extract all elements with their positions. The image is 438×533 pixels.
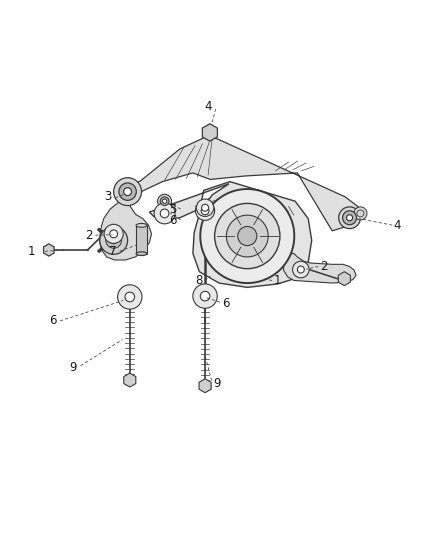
Text: 1: 1 [274, 274, 282, 287]
Circle shape [162, 199, 167, 204]
Text: 2: 2 [85, 229, 92, 241]
Circle shape [158, 194, 172, 208]
Polygon shape [99, 196, 152, 260]
Circle shape [346, 215, 353, 221]
Text: 6: 6 [222, 297, 229, 310]
Text: 8: 8 [196, 274, 203, 287]
Circle shape [193, 284, 217, 308]
Circle shape [104, 224, 123, 244]
Circle shape [117, 285, 142, 309]
Circle shape [124, 188, 131, 196]
Polygon shape [149, 182, 312, 287]
Text: 1: 1 [28, 245, 35, 258]
Text: 7: 7 [109, 245, 116, 258]
Circle shape [195, 201, 215, 220]
Circle shape [201, 204, 208, 211]
Polygon shape [202, 124, 217, 141]
Text: 5: 5 [170, 203, 177, 215]
Circle shape [160, 197, 169, 206]
Ellipse shape [136, 252, 147, 255]
Polygon shape [283, 254, 356, 283]
Text: 4: 4 [205, 100, 212, 113]
Circle shape [100, 227, 127, 254]
Polygon shape [124, 373, 136, 387]
Circle shape [200, 189, 294, 283]
Circle shape [200, 292, 210, 301]
Circle shape [110, 237, 117, 244]
Text: 6: 6 [49, 314, 57, 327]
Circle shape [119, 183, 136, 200]
Circle shape [215, 204, 280, 269]
Text: 9: 9 [213, 377, 221, 390]
Polygon shape [43, 244, 54, 256]
Text: 6: 6 [170, 214, 177, 227]
Text: 2: 2 [320, 260, 327, 273]
Circle shape [196, 199, 214, 216]
Circle shape [297, 266, 304, 273]
Circle shape [354, 207, 367, 220]
Circle shape [106, 232, 121, 248]
Circle shape [339, 207, 360, 229]
Circle shape [154, 203, 175, 224]
Circle shape [114, 177, 141, 206]
Circle shape [343, 211, 357, 225]
Text: 4: 4 [394, 219, 401, 232]
Ellipse shape [136, 223, 147, 227]
Circle shape [293, 261, 309, 278]
Text: 9: 9 [70, 361, 77, 374]
Text: 3: 3 [104, 190, 112, 204]
Circle shape [110, 230, 117, 238]
Polygon shape [199, 379, 211, 393]
Polygon shape [338, 272, 350, 286]
Circle shape [226, 215, 268, 257]
Polygon shape [125, 137, 358, 231]
Bar [136, 225, 147, 254]
Circle shape [160, 209, 169, 218]
Circle shape [238, 227, 257, 246]
Circle shape [125, 292, 134, 302]
Circle shape [201, 207, 209, 215]
